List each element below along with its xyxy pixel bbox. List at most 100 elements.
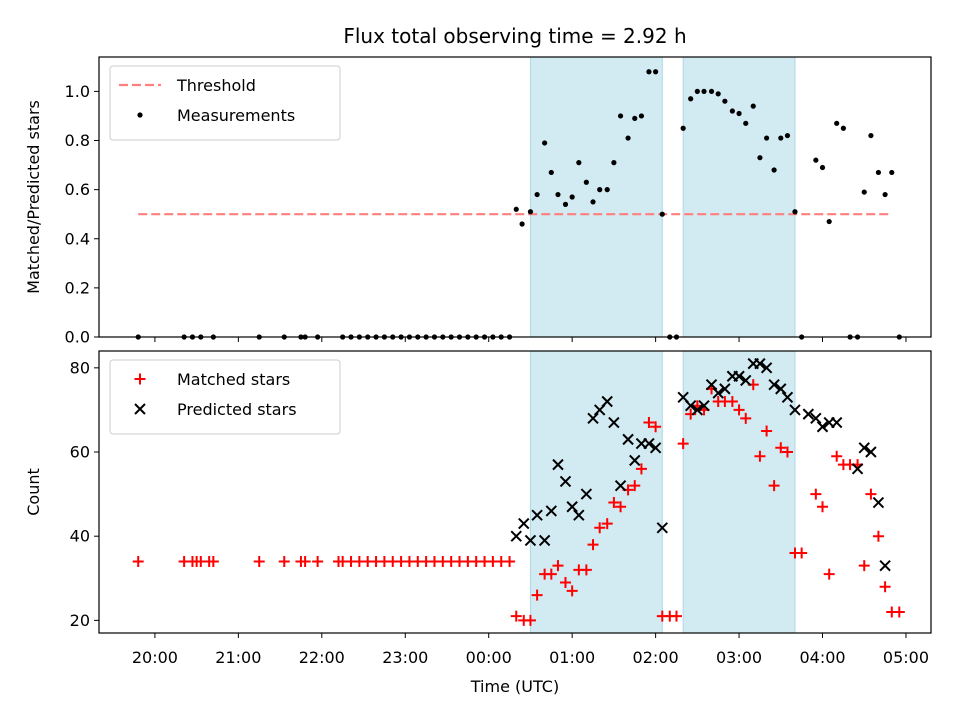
data-point <box>601 518 613 530</box>
data-point <box>879 581 891 593</box>
data-point <box>545 568 557 580</box>
data-point <box>691 404 704 416</box>
data-point <box>872 496 885 509</box>
y-axis-label: Count <box>24 468 43 516</box>
data-point <box>524 614 536 626</box>
data-point <box>531 589 543 601</box>
data-point <box>879 559 891 572</box>
legend-marker <box>134 403 146 415</box>
data-point <box>819 164 826 171</box>
data-point <box>733 404 745 416</box>
data-point <box>513 206 519 212</box>
data-point <box>757 155 763 161</box>
data-point <box>761 425 773 437</box>
data-point <box>583 179 589 185</box>
data-point <box>253 555 265 567</box>
series-matched-stars <box>132 379 905 626</box>
x-axis-label: Time (UTC) <box>470 677 559 696</box>
data-point <box>632 115 638 122</box>
data-point <box>760 362 773 374</box>
data-point <box>638 113 645 119</box>
legend: Matched stars Predicted stars <box>109 359 341 435</box>
data-point <box>840 125 846 131</box>
data-point <box>559 475 572 488</box>
data-point <box>576 160 582 166</box>
data-point <box>810 488 822 500</box>
data-point <box>132 555 144 567</box>
data-point <box>768 378 780 391</box>
data-point <box>736 110 742 117</box>
data-point <box>719 383 731 395</box>
data-point <box>670 610 682 622</box>
data-point <box>784 132 791 139</box>
data-point <box>562 201 569 207</box>
data-point <box>858 442 870 454</box>
x-tick-label: 00:00 <box>466 648 512 667</box>
data-point <box>597 187 603 193</box>
data-point <box>542 140 548 146</box>
data-point <box>792 209 798 215</box>
x-tick-label: 04:00 <box>799 648 845 667</box>
legend-marker <box>137 112 143 118</box>
data-point <box>629 480 641 492</box>
data-point <box>604 187 610 193</box>
shaded-interval <box>682 56 796 338</box>
data-point <box>649 442 662 454</box>
y-tick-label: 0.0 <box>65 328 90 347</box>
data-point <box>796 547 808 559</box>
data-point <box>552 458 564 471</box>
data-point <box>601 395 613 408</box>
y-tick-label: 0.2 <box>65 278 90 297</box>
data-point <box>635 463 647 475</box>
data-point <box>831 450 843 462</box>
data-point <box>615 501 627 513</box>
data-point <box>889 169 895 176</box>
data-point <box>299 555 311 567</box>
legend-box <box>109 65 341 141</box>
axes-frame <box>98 350 932 634</box>
data-point <box>587 539 599 551</box>
data-point <box>207 555 219 567</box>
data-point <box>611 160 617 166</box>
data-point <box>519 221 525 227</box>
x-tick-label: 23:00 <box>382 648 428 667</box>
data-point <box>705 378 718 391</box>
data-point <box>698 400 710 412</box>
legend-label: Measurements <box>177 106 295 125</box>
legend: Threshold Measurements <box>109 65 341 141</box>
data-point <box>510 610 522 622</box>
data-point <box>817 501 829 513</box>
data-point <box>740 374 752 387</box>
panel-counts: 20 40 60 80 20:00 21:00 22:00 23:00 00:00 01:00 02… <box>24 350 932 667</box>
data-point <box>653 69 659 75</box>
x-tick-label: 05:00 <box>883 648 929 667</box>
data-point <box>527 209 534 215</box>
data-point <box>893 606 905 618</box>
x-tick-label: 21:00 <box>215 648 261 667</box>
x-tick-label: 20:00 <box>132 648 178 667</box>
data-point <box>518 517 530 530</box>
data-point <box>743 120 749 126</box>
y-tick-label: 80 <box>70 358 90 377</box>
data-point <box>590 199 596 205</box>
data-point <box>701 88 707 94</box>
data-point <box>566 501 578 513</box>
data-point <box>729 108 735 114</box>
data-point <box>580 564 592 576</box>
data-point <box>643 437 655 450</box>
legend-box <box>109 359 341 435</box>
data-point <box>608 497 620 509</box>
data-point <box>775 442 787 454</box>
panel-ratio: 0.0 0.2 0.4 0.6 0.8 1.0 Matched/Predicted star… <box>24 56 932 347</box>
data-point <box>504 555 516 567</box>
data-point <box>629 454 641 467</box>
y-tick-label: 40 <box>70 527 90 546</box>
data-point <box>534 191 540 198</box>
data-point <box>722 98 728 104</box>
data-point <box>789 404 801 416</box>
data-point <box>656 522 668 534</box>
data-point <box>715 91 721 97</box>
data-point <box>531 509 543 521</box>
data-point <box>810 412 822 425</box>
data-point <box>861 189 867 195</box>
